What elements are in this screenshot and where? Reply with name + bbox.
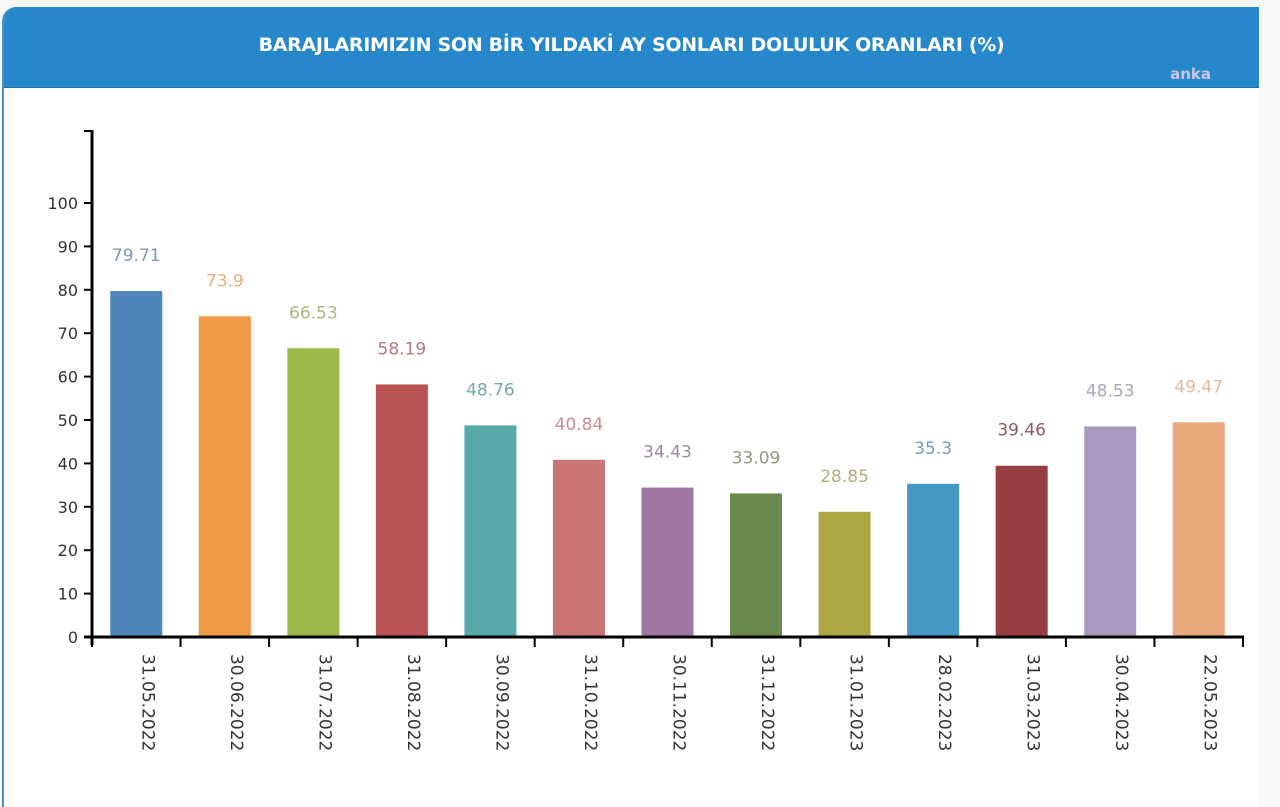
bar-value-label: 33.09 <box>732 448 781 468</box>
bar[interactable] <box>1172 422 1225 636</box>
y-tick-label: 20 <box>58 541 78 560</box>
x-tick-label: 30.06.2022 <box>226 654 246 751</box>
y-tick-label: 0 <box>68 628 78 647</box>
bar-value-label: 39.46 <box>997 421 1046 441</box>
y-tick-label: 70 <box>58 324 78 343</box>
chart-title: BARAJLARIMIZIN SON BİR YILDAKİ AY SONLAR… <box>258 34 1005 56</box>
bar-value-label: 34.43 <box>643 443 692 463</box>
bar-value-label: 58.19 <box>378 339 427 359</box>
chart-header: BARAJLARIMIZIN SON BİR YILDAKİ AY SONLAR… <box>4 7 1259 88</box>
bar[interactable] <box>287 348 340 636</box>
x-tick-label: 30.11.2022 <box>669 654 689 751</box>
x-tick-label: 30.04.2023 <box>1111 654 1131 751</box>
bar-value-label: 79.71 <box>112 246 161 266</box>
y-tick-label: 60 <box>58 368 78 387</box>
x-tick-label: 31.05.2022 <box>137 654 157 751</box>
x-tick-label: 28.02.2023 <box>934 654 954 751</box>
value-labels: 79.71 73.9 66.53 58.19 48.76 40.84 34.43 33.09 2… <box>112 246 1223 487</box>
x-tick-label: 22.05.2023 <box>1200 654 1220 751</box>
y-tick-label: 10 <box>58 585 78 604</box>
y-tick-label: 40 <box>58 454 78 473</box>
bar-value-label: 35.3 <box>914 439 952 459</box>
y-tick-label: 100 <box>47 194 78 213</box>
x-tick-label: 31.10.2022 <box>580 654 600 751</box>
bar[interactable] <box>375 384 428 636</box>
bar[interactable] <box>818 511 871 636</box>
bar[interactable] <box>464 425 517 636</box>
bar-value-label: 73.9 <box>206 271 244 291</box>
bar-value-label: 28.85 <box>820 467 869 487</box>
bar-value-label: 49.47 <box>1174 377 1223 397</box>
x-axis-labels: 31.05.2022 30.06.2022 31.07.2022 31.08.2022… <box>137 654 1219 751</box>
x-tick-label: 31.12.2022 <box>757 654 777 751</box>
y-tick-label: 90 <box>58 237 78 256</box>
bar-value-label: 48.53 <box>1086 381 1135 401</box>
bar[interactable] <box>198 316 251 636</box>
bar-value-label: 40.84 <box>555 415 604 435</box>
bar[interactable] <box>995 465 1048 636</box>
x-tick-label: 30.09.2022 <box>491 654 511 751</box>
x-tick-label: 31.08.2022 <box>403 654 423 751</box>
bar[interactable] <box>907 483 960 636</box>
x-tick-label: 31.01.2023 <box>846 654 866 751</box>
source-logo: anka <box>1170 65 1211 83</box>
y-tick-label: 30 <box>58 498 78 517</box>
bar[interactable] <box>730 493 783 636</box>
axes: 0 10 20 30 40 50 60 70 80 90 100 <box>47 130 1244 647</box>
bar-value-label: 66.53 <box>289 303 338 323</box>
x-tick-label: 31.07.2022 <box>314 654 334 751</box>
bar-value-label: 48.76 <box>466 380 515 400</box>
bar[interactable] <box>641 487 694 636</box>
x-tick-label: 31.03.2023 <box>1023 654 1043 751</box>
y-tick-label: 50 <box>58 411 78 430</box>
bar[interactable] <box>110 291 163 636</box>
bars <box>110 291 1225 636</box>
bar[interactable] <box>1084 426 1137 636</box>
bar[interactable] <box>552 459 605 636</box>
y-tick-label: 80 <box>58 281 78 300</box>
